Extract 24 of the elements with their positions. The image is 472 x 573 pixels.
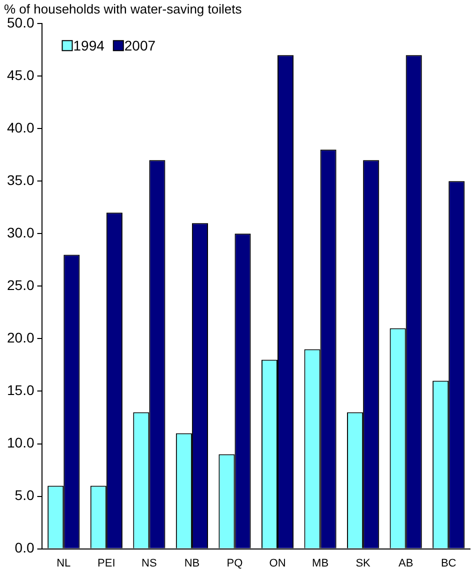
y-tick-label: 0.0: [14, 540, 34, 556]
x-tick-label: MB: [312, 557, 329, 570]
x-tick-label: NS: [142, 557, 157, 570]
y-tick-label: 45.0: [7, 66, 34, 83]
x-tick-label: NL: [56, 557, 71, 570]
y-tick-label: 15.0: [7, 382, 34, 398]
y-tick-label: 20.0: [7, 330, 34, 346]
x-tick-label: ON: [269, 557, 286, 570]
y-tick-label: 35.0: [7, 172, 34, 188]
y-tick-label: 10.0: [7, 434, 34, 451]
x-tick-label: SK: [356, 557, 372, 570]
legend-label: 1994: [73, 37, 105, 54]
y-tick-label: 5.0: [14, 487, 34, 504]
y-tick-label: 30.0: [7, 224, 34, 241]
x-tick-label: AB: [398, 557, 414, 570]
chart-title: % of households with water-saving toilets: [4, 1, 242, 16]
y-tick-label: 25.0: [7, 277, 34, 294]
y-tick-label: 40.0: [7, 120, 34, 136]
x-tick-label: PEI: [98, 557, 116, 570]
legend-label: 2007: [124, 37, 156, 54]
x-tick-label: NB: [184, 557, 200, 570]
x-tick-label: BC: [440, 557, 456, 570]
y-tick-label: 50.0: [7, 14, 34, 30]
x-tick-label: PQ: [226, 557, 244, 570]
